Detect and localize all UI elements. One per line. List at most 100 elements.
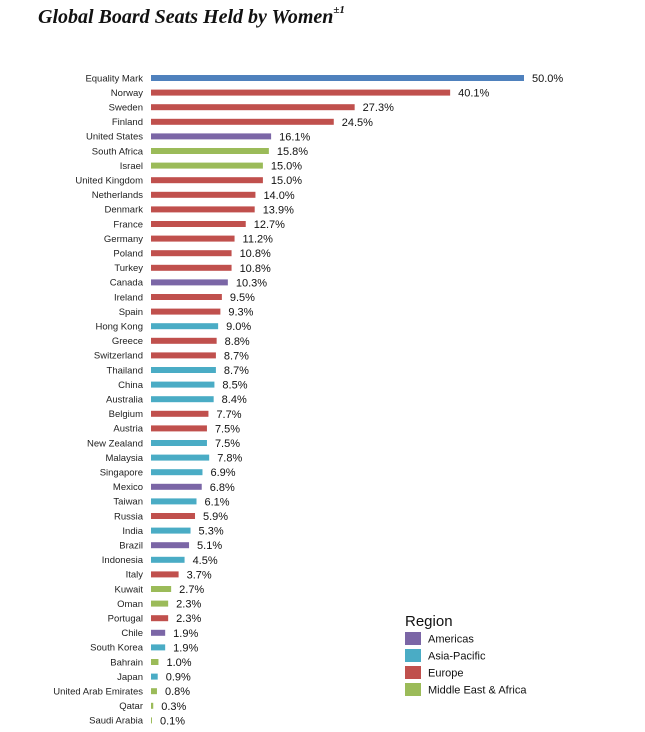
data-label: 2.3% xyxy=(176,599,201,611)
data-label: 8.7% xyxy=(224,350,249,362)
data-label: 27.3% xyxy=(363,102,394,114)
bar xyxy=(151,571,179,578)
category-label: Brazil xyxy=(119,541,143,552)
data-label: 7.5% xyxy=(215,423,240,435)
data-label: 1.9% xyxy=(173,642,198,654)
data-label: 2.7% xyxy=(179,584,204,596)
category-label: Thailand xyxy=(107,365,143,376)
bar xyxy=(151,600,169,607)
bar xyxy=(151,75,524,81)
bar xyxy=(151,410,209,417)
category-label: India xyxy=(122,526,143,537)
legend-swatch xyxy=(405,632,421,645)
bar xyxy=(151,717,152,724)
category-label: Chile xyxy=(121,628,143,639)
legend: Region Americas Asia-Pacific Europe Middle E… xyxy=(405,613,527,697)
bar xyxy=(151,323,219,330)
data-label: 12.7% xyxy=(254,219,285,231)
bar xyxy=(151,118,334,125)
bar xyxy=(151,425,207,432)
legend-swatch xyxy=(405,666,421,679)
category-label: Bahrain xyxy=(110,657,143,668)
data-label: 40.1% xyxy=(458,88,489,100)
bar xyxy=(151,177,263,184)
bar xyxy=(151,89,451,96)
legend-entry-label: Americas xyxy=(428,634,474,646)
bar xyxy=(151,308,221,315)
category-label: United States xyxy=(86,132,143,143)
bar xyxy=(151,206,255,213)
data-label: 9.0% xyxy=(226,321,251,333)
legend-title: Region xyxy=(405,613,453,630)
data-label: 6.9% xyxy=(210,467,235,479)
data-label: 15.0% xyxy=(271,161,302,173)
data-label: 10.8% xyxy=(240,263,271,275)
data-label: 15.8% xyxy=(277,146,308,158)
bar xyxy=(151,673,158,680)
category-label: Equality Mark xyxy=(85,73,143,84)
bar xyxy=(151,279,228,286)
bar xyxy=(151,469,203,476)
data-label: 13.9% xyxy=(263,204,294,216)
bar xyxy=(151,148,269,154)
data-label: 6.1% xyxy=(205,496,230,508)
bar xyxy=(151,454,210,461)
category-label: Israel xyxy=(120,161,143,172)
category-label: Austria xyxy=(113,424,143,435)
data-label: 8.4% xyxy=(222,394,247,406)
bar xyxy=(151,250,232,257)
bar xyxy=(151,513,196,519)
category-label: Indonesia xyxy=(102,555,144,566)
bar xyxy=(151,542,190,549)
data-label: 9.5% xyxy=(230,292,255,304)
legend-swatch xyxy=(405,683,421,696)
category-label: South Korea xyxy=(90,643,144,654)
data-label: 0.1% xyxy=(160,715,185,727)
category-label: Finland xyxy=(112,117,143,128)
data-label: 7.8% xyxy=(217,453,242,465)
category-label: Sweden xyxy=(109,103,143,114)
bar xyxy=(151,104,355,111)
category-label: Portugal xyxy=(108,614,143,625)
data-label: 1.9% xyxy=(173,628,198,640)
category-label: Italy xyxy=(126,570,144,581)
bar xyxy=(151,483,202,490)
category-label: Saudi Arabia xyxy=(89,716,144,727)
data-label: 5.9% xyxy=(203,511,228,523)
category-label: Switzerland xyxy=(94,351,143,362)
chart-title: Global Board Seats Held by Women±1 xyxy=(38,4,345,29)
category-label: New Zealand xyxy=(87,438,143,449)
bar xyxy=(151,162,263,169)
data-label: 10.3% xyxy=(236,277,267,289)
category-label: Malaysia xyxy=(106,453,144,464)
data-label: 0.9% xyxy=(166,672,191,684)
category-label: Russia xyxy=(114,511,144,522)
bar xyxy=(151,586,172,592)
bar xyxy=(151,294,222,300)
bar xyxy=(151,629,166,636)
category-label: Kuwait xyxy=(114,584,143,595)
category-label: Belgium xyxy=(109,409,143,420)
data-label: 2.3% xyxy=(176,613,201,625)
data-label: 1.0% xyxy=(166,657,191,669)
legend-entry-label: Europe xyxy=(428,668,463,680)
bar xyxy=(151,264,232,271)
data-label: 7.7% xyxy=(216,409,241,421)
bar xyxy=(151,702,154,709)
bar xyxy=(151,381,215,388)
bar xyxy=(151,352,216,359)
data-label: 11.2% xyxy=(243,234,274,246)
data-label: 8.8% xyxy=(225,336,250,348)
bars-layer: Equality Mark 50.0% Norway 40.1% Sweden 27.3%… xyxy=(53,73,563,727)
category-label: Netherlands xyxy=(92,190,143,201)
category-label: Mexico xyxy=(113,482,143,493)
category-label: South Africa xyxy=(92,146,144,157)
bar xyxy=(151,221,246,227)
data-label: 5.1% xyxy=(197,540,222,552)
category-label: Canada xyxy=(110,278,144,289)
bar xyxy=(151,644,166,651)
category-label: Hong Kong xyxy=(95,322,143,333)
data-label: 6.8% xyxy=(210,482,235,494)
bar xyxy=(151,133,272,140)
